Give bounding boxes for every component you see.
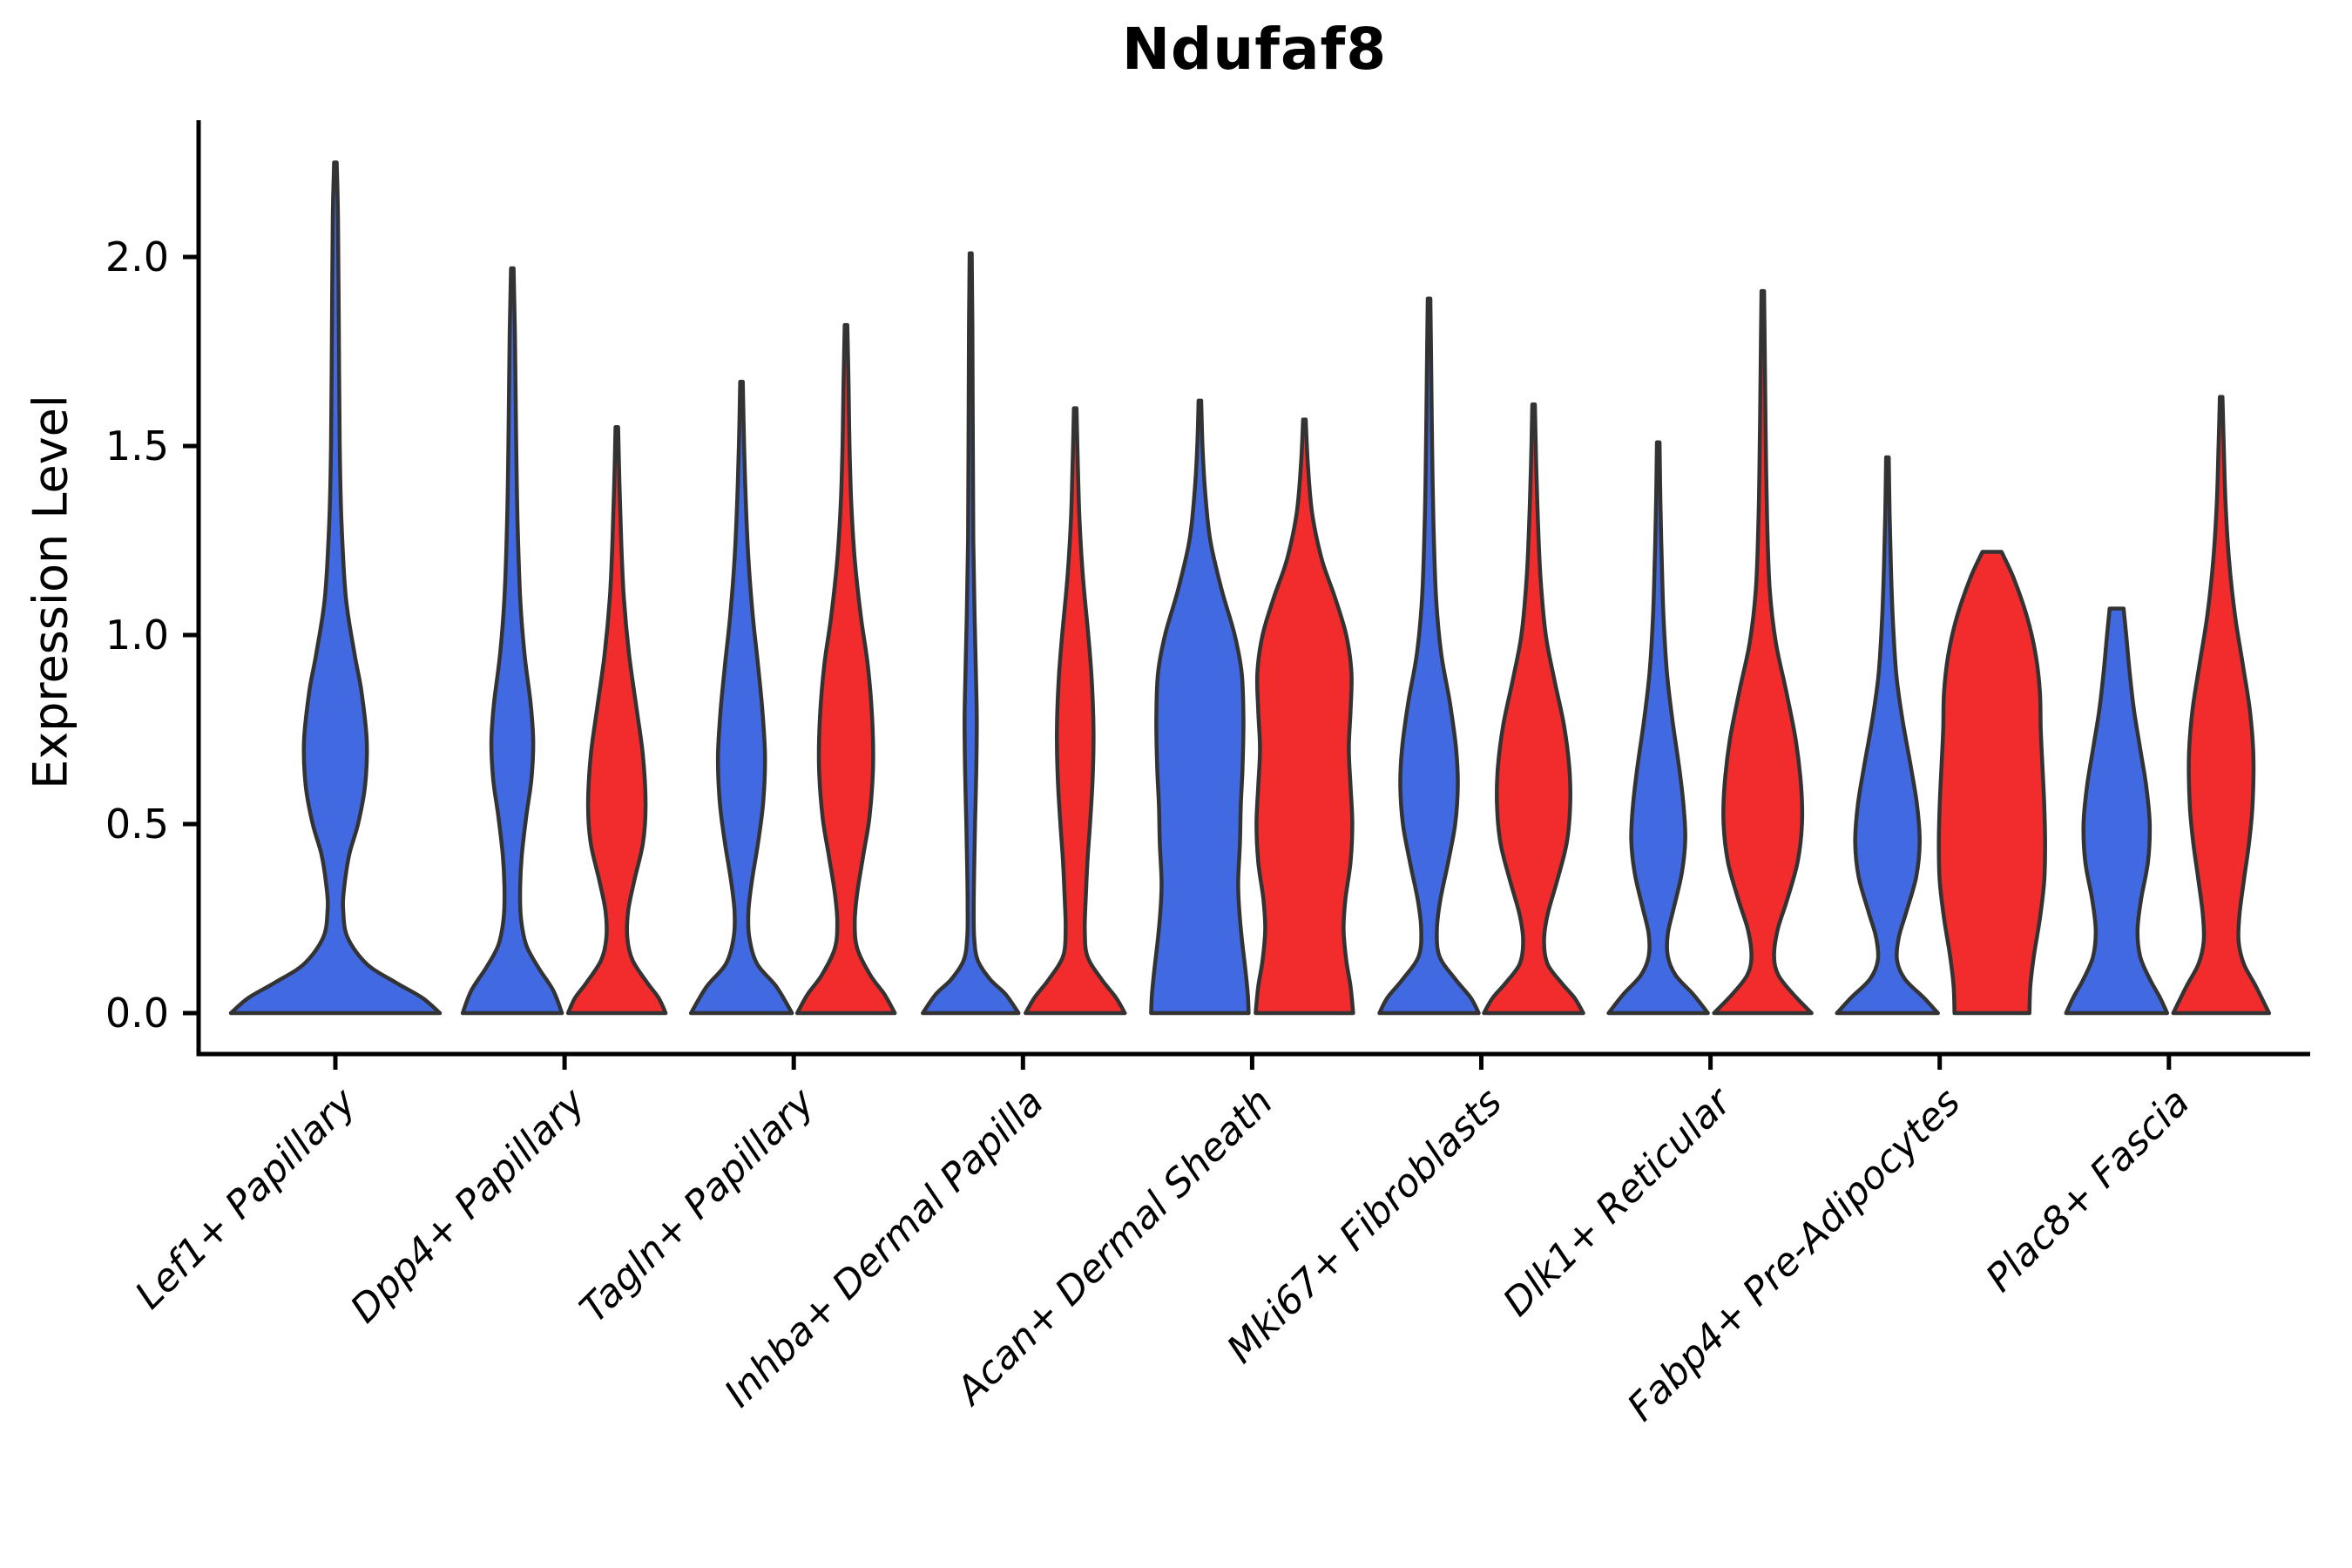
y-tick-label: 0.0 xyxy=(105,990,169,1037)
x-tick-label: Lef1+ Papillary xyxy=(127,1079,366,1318)
violin-3-group1 xyxy=(921,251,1021,1016)
y-tick-label: 0.5 xyxy=(105,801,169,848)
violin-3-group2 xyxy=(1024,406,1127,1016)
violin-8-group2 xyxy=(2171,395,2272,1016)
violin-0-group1 xyxy=(228,160,443,1016)
chart-title: Ndufaf8 xyxy=(1121,16,1388,83)
x-tick-label: Dpp4+ Papillary xyxy=(342,1079,595,1332)
violin-6-group2 xyxy=(1712,288,1814,1016)
violin-1-group1 xyxy=(460,266,564,1016)
y-tick-label: 2.0 xyxy=(105,233,169,280)
violin-6-group1 xyxy=(1606,440,1710,1016)
y-axis-label: Expression Level xyxy=(23,395,78,789)
y-tick-label: 1.5 xyxy=(105,422,169,470)
x-tick-label: Tagln+ Papillary xyxy=(571,1079,823,1331)
violin-8-group1 xyxy=(2064,606,2170,1016)
violin-2-group2 xyxy=(794,322,897,1016)
violin-7-group2 xyxy=(1936,550,2047,1016)
y-tick-label: 1.0 xyxy=(105,612,169,659)
violin-5-group1 xyxy=(1377,296,1481,1016)
x-tick-label: Plac8+ Fascia xyxy=(1977,1080,2198,1301)
violin-2-group1 xyxy=(688,379,794,1016)
violin-7-group1 xyxy=(1835,455,1940,1016)
x-tick-label: Dlk1+ Reticular xyxy=(1495,1078,1741,1325)
violin-5-group2 xyxy=(1482,402,1585,1016)
violin-4-group1 xyxy=(1149,398,1251,1016)
violin-4-group2 xyxy=(1254,417,1355,1016)
violin-1-group2 xyxy=(565,425,668,1016)
